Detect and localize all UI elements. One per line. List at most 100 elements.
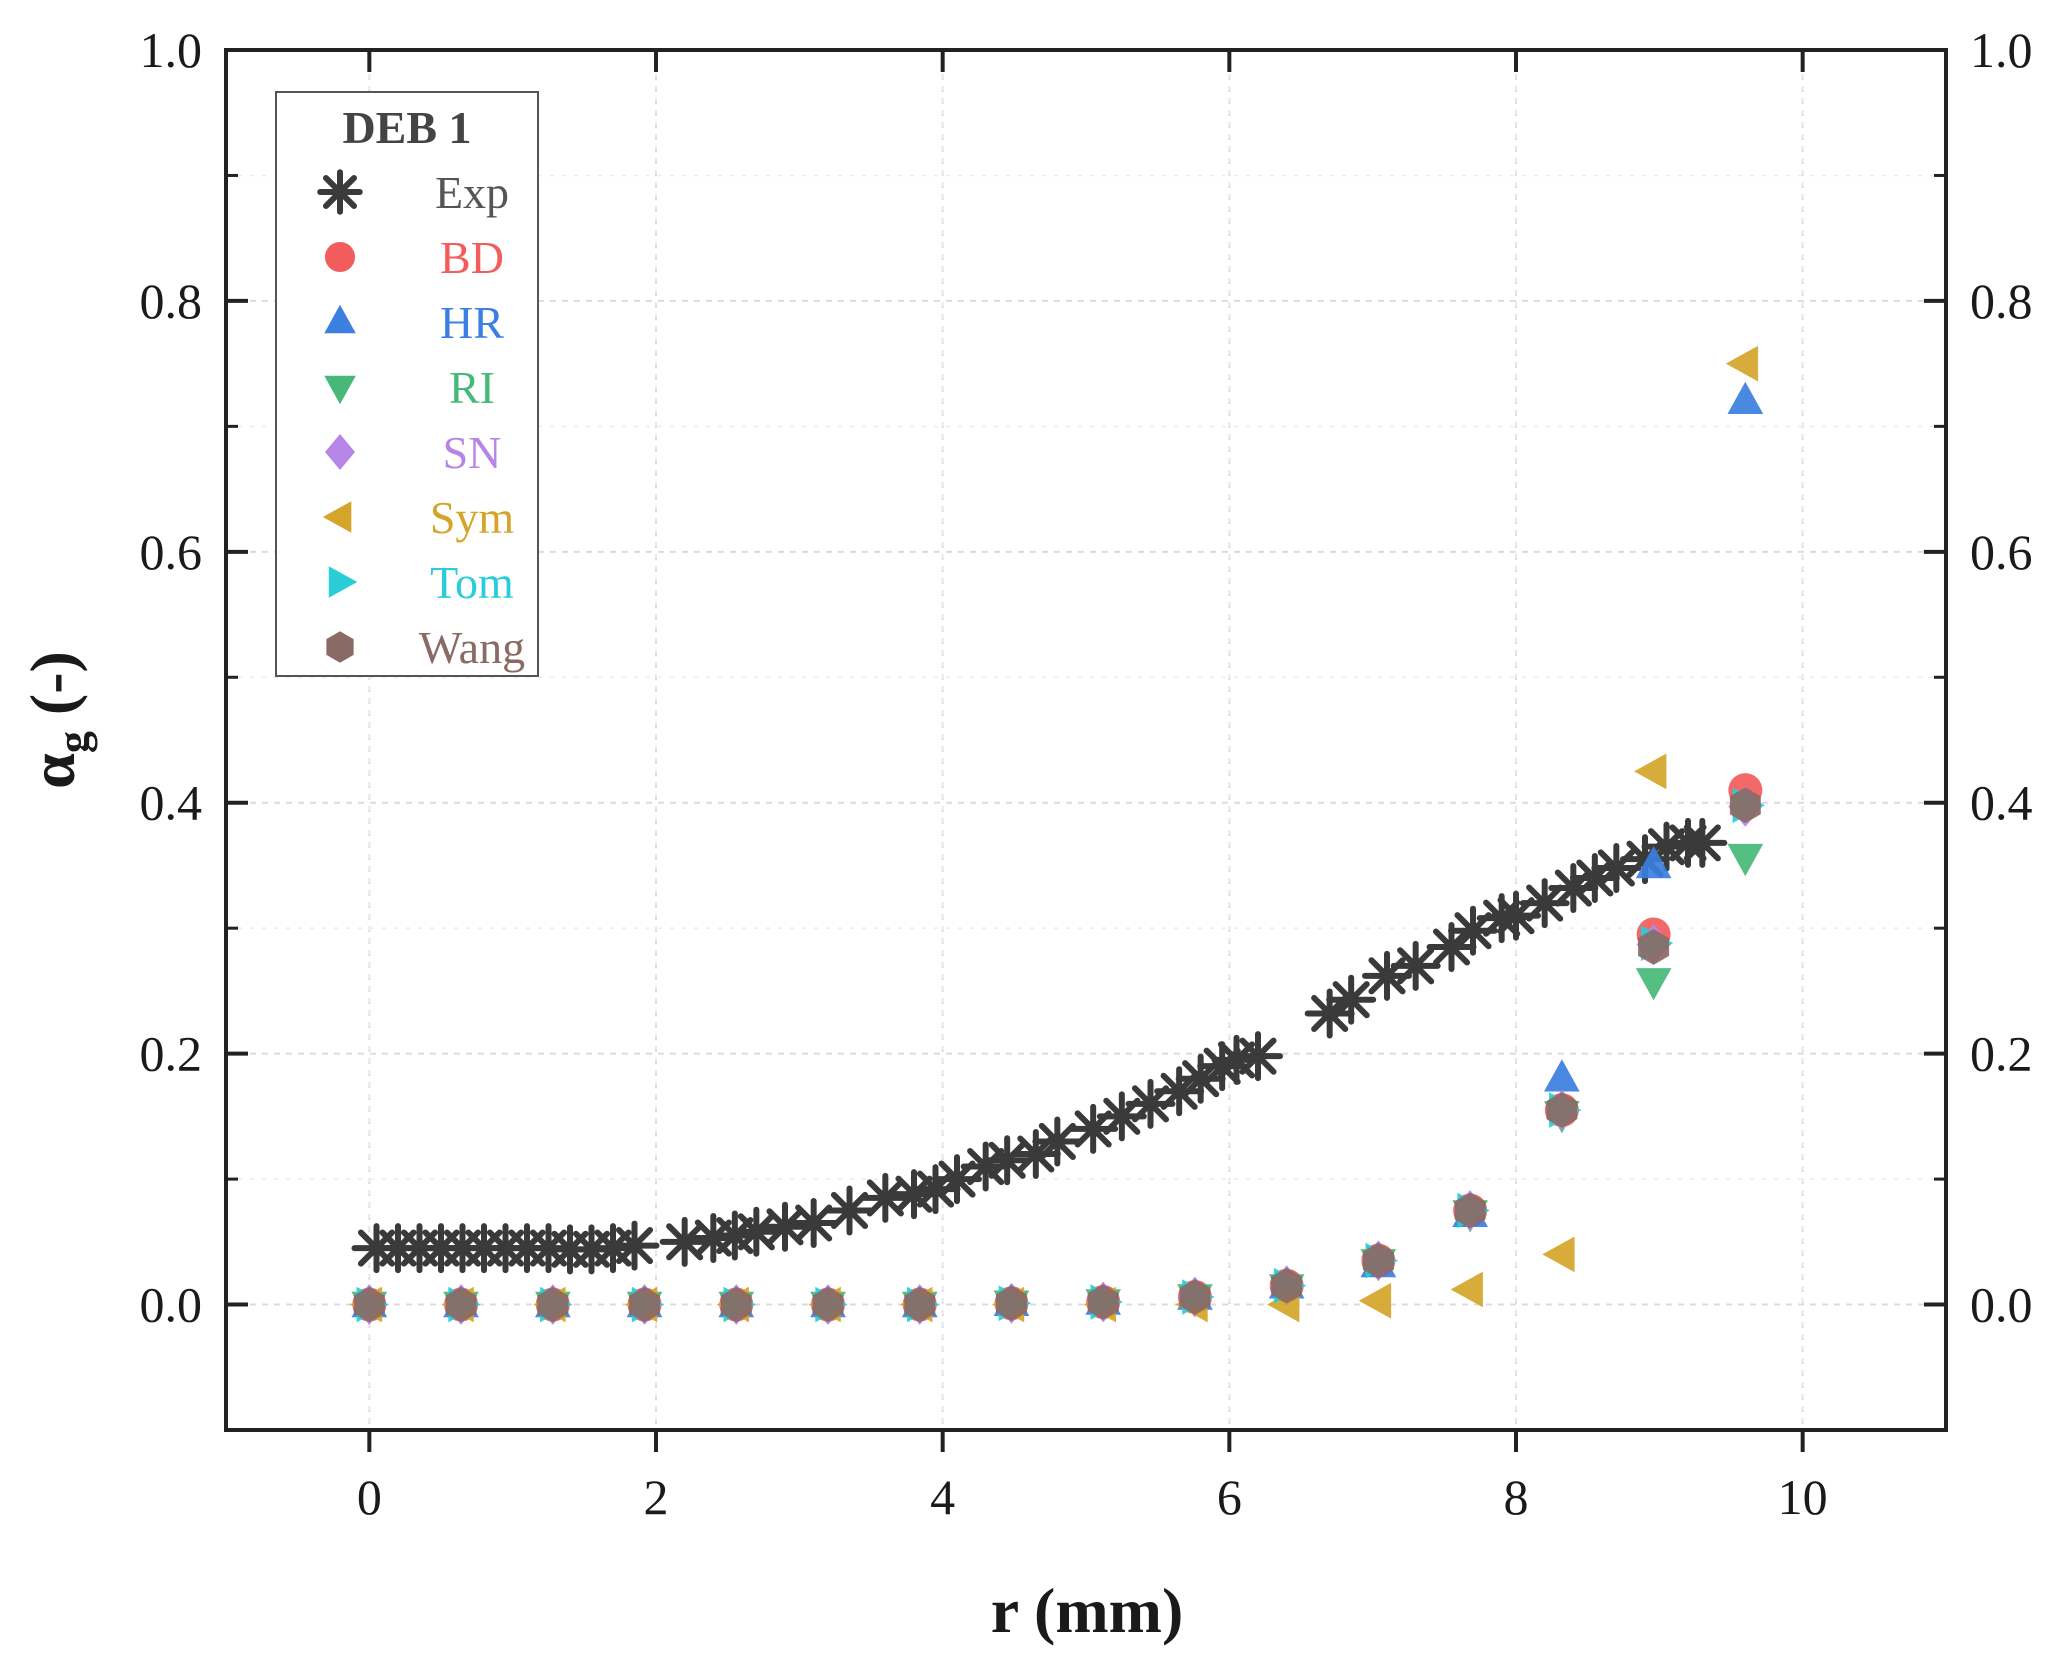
- legend-item-ri: RI: [324, 362, 495, 413]
- data-point-exp: [609, 1220, 660, 1271]
- data-point-exp: [1591, 842, 1642, 893]
- y-tick-label-left: 0.6: [140, 524, 203, 580]
- x-tick-label: 4: [930, 1469, 955, 1525]
- data-point-exp: [760, 1201, 810, 1252]
- legend-item-wang: Wang: [326, 622, 525, 673]
- legend-label-exp: Exp: [435, 167, 509, 218]
- legend-label-hr: HR: [440, 297, 504, 348]
- data-point-wang: [1638, 929, 1670, 965]
- plot-area: [349, 345, 1765, 1325]
- data-point-exp: [788, 1198, 839, 1248]
- legend-label-ri: RI: [449, 362, 495, 413]
- legend-marker-wang: [326, 631, 354, 663]
- legend-marker-hr: [324, 304, 356, 334]
- data-point-wang: [1087, 1284, 1119, 1320]
- legend: DEB 1 Exp BD HR RI SN Sym Tom Wang: [275, 91, 539, 677]
- data-point-exp: [1390, 940, 1441, 991]
- data-point-wang: [445, 1286, 477, 1323]
- y-tick-label-right: 0.2: [1970, 1026, 2033, 1082]
- y-tick-label-right: 0.4: [1970, 775, 2033, 831]
- data-point-ri: [1727, 843, 1764, 877]
- x-tick-label: 8: [1504, 1469, 1529, 1525]
- data-point-wang: [996, 1285, 1027, 1322]
- x-axis-title: r (mm): [991, 1575, 1184, 1646]
- legend-item-bd: BD: [325, 232, 504, 283]
- y-tick-labels-right: 0.0 0.2 0.4 0.6 0.8 1.0: [1970, 22, 2033, 1333]
- legend-marker-exp: [317, 169, 363, 215]
- data-point-sym: [1450, 1271, 1483, 1308]
- data-point-ri: [1635, 968, 1672, 1001]
- y-tick-label-left: 0.0: [140, 1277, 203, 1333]
- data-point-wang: [353, 1286, 385, 1323]
- legend-label-bd: BD: [440, 232, 504, 283]
- legend-marker-sym: [322, 501, 352, 533]
- legend-item-hr: HR: [324, 297, 504, 348]
- x-tick-label: 10: [1778, 1469, 1828, 1525]
- x-tick-label: 2: [644, 1469, 669, 1525]
- data-point-exp: [659, 1216, 710, 1267]
- y-axis-title: αg (-): [17, 651, 98, 789]
- data-point-exp: [1677, 817, 1728, 868]
- legend-label-tom: Tom: [430, 557, 514, 608]
- data-point-exp: [889, 1169, 939, 1220]
- legend-label-wang: Wang: [419, 622, 525, 673]
- legend-title: DEB 1: [342, 102, 471, 153]
- legend-marker-sn: [325, 434, 355, 470]
- data-point-sym: [1358, 1282, 1392, 1319]
- data-point-wang: [1454, 1192, 1486, 1229]
- data-point-wang: [1271, 1267, 1303, 1304]
- data-point-exp: [824, 1185, 875, 1236]
- legend-marker-tom: [328, 566, 358, 598]
- data-point-wang: [904, 1286, 936, 1323]
- y-tick-label-left: 1.0: [140, 22, 203, 78]
- data-point-exp: [1233, 1031, 1283, 1082]
- y-tick-label-left: 0.2: [140, 1026, 203, 1082]
- data-point-hr: [1544, 1059, 1580, 1092]
- grid: [226, 49, 1946, 1430]
- data-point-hr: [1635, 845, 1672, 879]
- data-point-sym: [1634, 753, 1667, 790]
- data-point-wang: [1729, 787, 1761, 824]
- axes: [224, 48, 1948, 1452]
- series-exp: [351, 817, 1728, 1275]
- legend-marker-ri: [324, 375, 356, 405]
- data-point-sym: [1542, 1236, 1575, 1273]
- y-tick-label-right: 1.0: [1970, 22, 2033, 78]
- y-tick-label-right: 0.6: [1970, 524, 2033, 580]
- data-point-wang: [629, 1286, 660, 1323]
- y-axis-title-subscript: g: [49, 731, 98, 753]
- y-axis-title-symbol: α: [17, 753, 88, 789]
- plot-frame: [224, 48, 1948, 1432]
- legend-item-tom: Tom: [328, 557, 514, 608]
- y-axis-title-unit: (-): [17, 651, 88, 715]
- legend-item-exp: Exp: [317, 167, 509, 218]
- legend-item-sym: Sym: [322, 492, 515, 543]
- series-wang: [353, 787, 1761, 1323]
- data-point-wang: [1546, 1092, 1578, 1128]
- y-tick-label-left: 0.4: [140, 775, 203, 831]
- data-point-exp: [860, 1172, 911, 1223]
- y-tick-labels-left: 0.0 0.2 0.4 0.6 0.8 1.0: [140, 22, 203, 1333]
- legend-label-sn: SN: [443, 427, 502, 478]
- data-point-wang: [812, 1286, 844, 1323]
- data-point-wang: [720, 1286, 752, 1323]
- y-tick-label-right: 0.0: [1970, 1277, 2033, 1333]
- y-tick-label-left: 0.8: [140, 273, 203, 329]
- data-point-wang: [537, 1286, 569, 1323]
- y-tick-label-right: 0.8: [1970, 273, 2033, 329]
- data-point-sym: [1725, 345, 1759, 382]
- data-point-wang: [1179, 1279, 1211, 1315]
- x-tick-label: 0: [357, 1469, 382, 1525]
- legend-marker-bd: [325, 242, 355, 272]
- svg-text:αg(-): αg (-): [17, 651, 98, 789]
- data-point-hr: [1727, 381, 1764, 414]
- data-point-exp: [1326, 974, 1377, 1025]
- data-point-exp: [1491, 890, 1541, 941]
- x-tick-labels: 0 2 4 6 8 10: [357, 1469, 1828, 1525]
- legend-item-sn: SN: [325, 427, 501, 478]
- x-tick-label: 6: [1217, 1469, 1242, 1525]
- legend-label-sym: Sym: [430, 492, 515, 543]
- data-point-exp: [1032, 1116, 1083, 1167]
- data-point-wang: [1362, 1242, 1394, 1279]
